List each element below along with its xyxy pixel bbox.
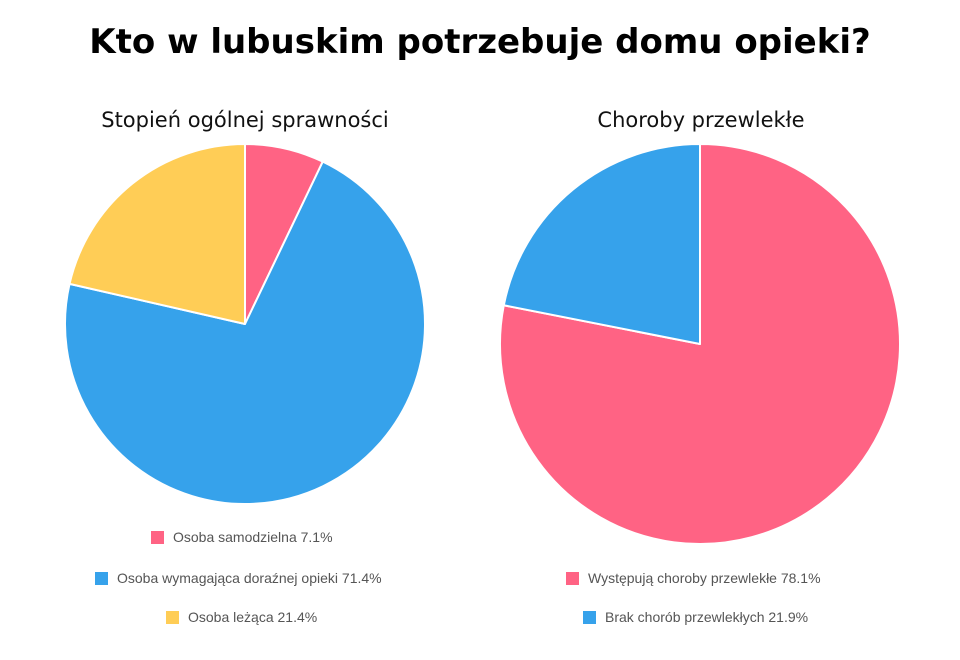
legend-item-wystepuja-choroby[interactable]: Występują choroby przewlekłe 78.1% bbox=[566, 570, 821, 586]
legend-swatch bbox=[583, 610, 596, 624]
legend-item-brak-chorob[interactable]: Brak chorób przewlekłych 21.9% bbox=[583, 609, 808, 625]
chart-title-choroby: Choroby przewlekłe bbox=[597, 108, 805, 132]
legend-label: Osoba samodzielna 7.1% bbox=[173, 529, 333, 545]
pie-slice-2[interactable] bbox=[68, 143, 246, 325]
legend-swatch bbox=[95, 571, 108, 585]
legend-label: Osoba leżąca 21.4% bbox=[188, 609, 318, 625]
pie-chart-choroby bbox=[499, 143, 901, 545]
legend-label: Występują choroby przewlekłe 78.1% bbox=[588, 570, 821, 586]
pie-slice-1[interactable] bbox=[502, 143, 701, 345]
pie-slice-1[interactable] bbox=[64, 160, 426, 505]
legend-swatch bbox=[151, 530, 164, 544]
legend-swatch bbox=[566, 571, 579, 585]
pie-chart-sprawnosc bbox=[64, 143, 426, 505]
page-title: Kto w lubuskim potrzebuje domu opieki? bbox=[89, 22, 871, 62]
legend-item-wymagajaca-opieki[interactable]: Osoba wymagająca doraźnej opieki 71.4% bbox=[95, 570, 382, 586]
legend-label: Osoba wymagająca doraźnej opieki 71.4% bbox=[117, 570, 382, 586]
legend-item-samodzielna[interactable]: Osoba samodzielna 7.1% bbox=[151, 529, 333, 545]
legend-swatch bbox=[166, 610, 179, 624]
legend-item-lezaca[interactable]: Osoba leżąca 21.4% bbox=[166, 609, 317, 625]
legend-label: Brak chorób przewlekłych 21.9% bbox=[605, 609, 809, 625]
chart-title-sprawnosc: Stopień ogólnej sprawności bbox=[101, 108, 389, 132]
